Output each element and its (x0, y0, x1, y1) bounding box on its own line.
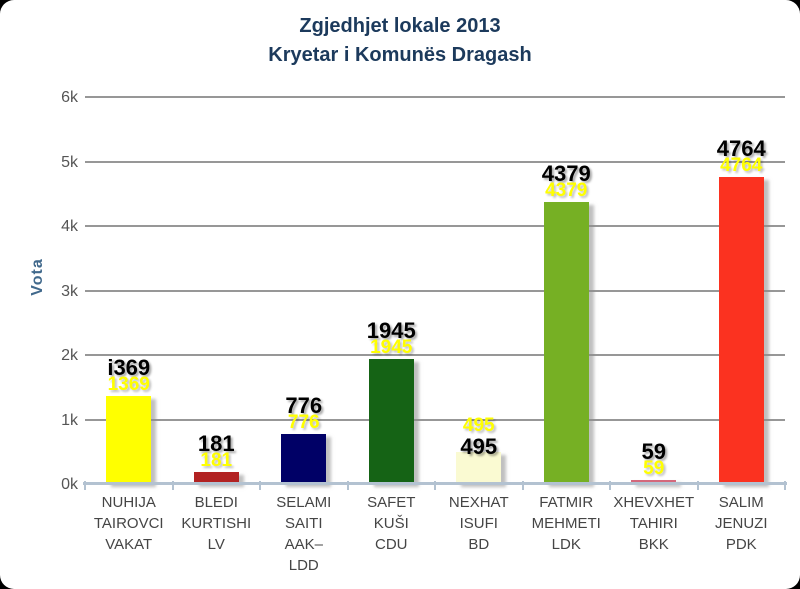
value-label-black: 4764 (716, 135, 766, 161)
category-label-line: SALIM (718, 494, 764, 511)
category-label-line: LDK (551, 536, 581, 553)
x-axis-line (83, 482, 787, 485)
category-label-line: NEXHAT (448, 494, 509, 511)
axis-tick (259, 481, 261, 490)
category-label-line: PDK (725, 536, 757, 553)
category-label: BLEDI KURTISHI LV (173, 492, 261, 576)
category-label-line: TAHIRI (629, 515, 678, 532)
category-label-line: JENUZI (715, 515, 768, 532)
value-label-black: 4379 (541, 160, 591, 186)
value-label-yellow: 776 (287, 411, 320, 433)
y-tick-label: 6k (61, 89, 78, 106)
value-label-black: 181 (197, 431, 235, 457)
chart-title: Zgjedhjet lokale 2013 Kryetar i Komunës … (0, 12, 800, 70)
category-label-line: SAITI (284, 515, 323, 532)
category-label-line: FATMIR (539, 494, 594, 511)
value-label-black: 59 (641, 439, 666, 465)
gridline (85, 160, 785, 163)
category-label-line: XHEVXHET (613, 494, 695, 511)
bar-slot: 495 495 (435, 415, 523, 484)
bar (368, 358, 414, 484)
category-label-line: BKK (638, 536, 669, 553)
category-label-line: NUHIJA (101, 494, 156, 511)
value-label-black: 495 (460, 434, 498, 460)
category-label: XHEVXHET TAHIRI BKK (610, 492, 698, 576)
y-tick-label: 3k (61, 282, 78, 300)
bar-slot: 4764 4764 (698, 135, 786, 484)
bar (106, 395, 152, 484)
category-label-line: TAIROVCI (93, 515, 164, 532)
category-label-line: SAFET (367, 494, 416, 511)
bar (543, 201, 589, 484)
bar (456, 452, 502, 484)
gridline (85, 418, 785, 421)
axis-tick (696, 481, 699, 490)
value-label-black: 776 (285, 392, 323, 418)
y-tick-label: 2k (61, 347, 78, 364)
value-label-yellow: 59 (643, 458, 665, 480)
axis-tick (434, 481, 436, 490)
axis-tick (784, 481, 786, 490)
value-label-yellow: 181 (200, 450, 233, 472)
value-label-yellow: 1945 (370, 336, 413, 358)
chart-title-line-1: Zgjedhjet lokale 2013 (299, 15, 501, 37)
y-tick-label: 5k (61, 153, 78, 171)
gridline (85, 289, 785, 292)
category-label-line: KUŠI (373, 515, 409, 532)
plot-area: i369 1369 181 181 776 776 1945 1945 495 495 4379 43… (83, 96, 787, 490)
chart-title-line-2: Kryetar i Komunës Dragash (268, 44, 532, 66)
value-label-black: 1945 (366, 317, 416, 343)
axis-tick (171, 481, 174, 490)
category-label: SELAMI SAITI AAK– LDD (260, 492, 348, 576)
category-label-line: AAK– (284, 536, 323, 553)
category-label: NUHIJA TAIROVCI VAKAT (85, 492, 173, 576)
bars-layer: i369 1369 181 181 776 776 1945 1945 495 495 4379 43… (85, 97, 785, 484)
bar (281, 433, 327, 484)
bar-slot: 1945 1945 (348, 317, 436, 484)
y-tick-label: 1k (61, 411, 78, 429)
value-label-yellow: 4379 (545, 179, 588, 201)
category-label-line: KURTISHI (181, 515, 252, 532)
y-tick-label: 0k (61, 476, 78, 493)
bar-slot: 181 181 (173, 431, 261, 484)
y-tick-label: 4k (61, 218, 78, 235)
category-label-line: BLEDI (194, 494, 238, 511)
gridline (85, 96, 785, 98)
gridline (85, 354, 785, 356)
bar (193, 472, 239, 484)
category-label: FATMIR MEHMETI LDK (523, 492, 611, 576)
category-label-line: SELAMI (276, 494, 332, 511)
category-label-line: MEHMETI (531, 515, 601, 532)
category-label: SAFET KUŠI CDU (348, 492, 436, 576)
value-label-black: i369 (107, 354, 151, 380)
axis-tick (84, 481, 86, 490)
y-axis-tick-labels: 0k 1k 2k 3k 4k 5k 6k (40, 89, 78, 493)
bar-slot: i369 1369 (85, 354, 173, 484)
category-labels-row: NUHIJA TAIROVCI VAKAT BLEDI KURTISHI LV SELAMI… (85, 492, 785, 576)
gridline (85, 225, 785, 227)
bar-slot: 776 776 (260, 392, 348, 484)
category-label: SALIM JENUZI PDK (698, 492, 786, 576)
category-label-line: BD (468, 536, 490, 553)
axis-tick (346, 481, 349, 490)
value-label-yellow: 4764 (720, 154, 763, 176)
category-label-line: ISUFI (459, 515, 498, 532)
category-label-line: LV (207, 536, 225, 553)
category-label: NEXHAT ISUFI BD (435, 492, 523, 576)
category-label-line: VAKAT (105, 536, 153, 553)
axis-tick (609, 481, 611, 490)
bar-slot: 59 59 (610, 439, 698, 484)
value-label-yellow: 495 (462, 415, 495, 437)
bar (718, 176, 764, 484)
axis-tick (521, 481, 524, 490)
category-label-line: LDD (288, 557, 319, 574)
bar-slot: 4379 4379 (523, 160, 611, 484)
category-label-line: CDU (375, 536, 408, 553)
value-label-yellow: 1369 (107, 373, 150, 395)
